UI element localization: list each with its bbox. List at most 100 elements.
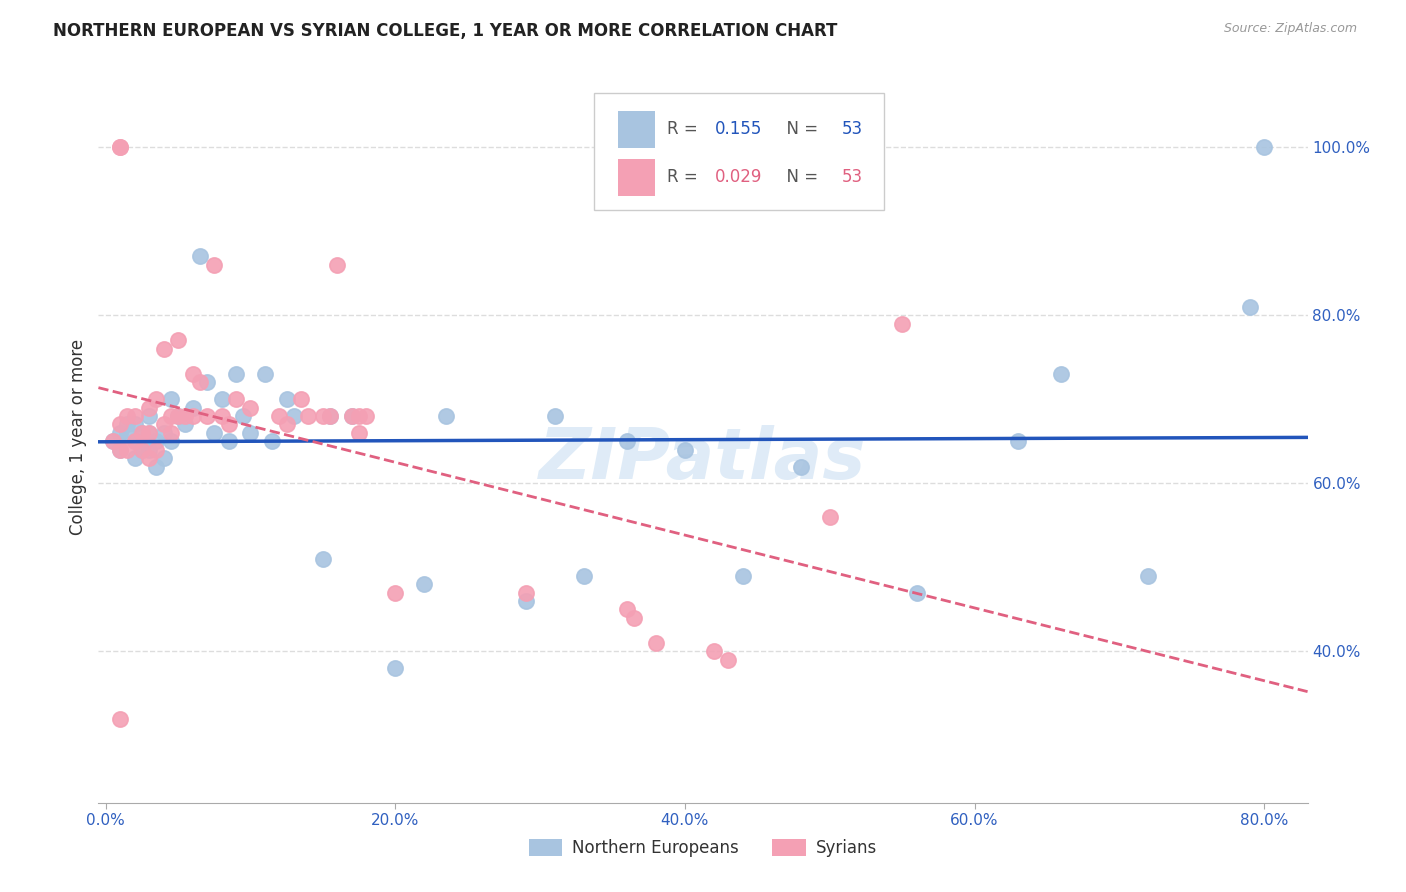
- Point: [167, 409, 190, 423]
- Y-axis label: College, 1 year or more: College, 1 year or more: [69, 339, 87, 535]
- Point: [145, 392, 167, 407]
- Point: [108, 140, 131, 154]
- Point: [145, 434, 167, 449]
- Point: [347, 409, 370, 423]
- Text: 53: 53: [842, 120, 863, 138]
- Text: NORTHERN EUROPEAN VS SYRIAN COLLEGE, 1 YEAR OR MORE CORRELATION CHART: NORTHERN EUROPEAN VS SYRIAN COLLEGE, 1 Y…: [53, 22, 838, 40]
- Point: [239, 401, 262, 415]
- Point: [413, 577, 436, 591]
- Point: [276, 392, 298, 407]
- Point: [152, 425, 174, 440]
- Point: [138, 425, 160, 440]
- Point: [101, 434, 124, 449]
- Point: [384, 585, 406, 599]
- Point: [262, 434, 284, 449]
- Point: [211, 409, 233, 423]
- Point: [117, 417, 139, 432]
- Point: [239, 425, 262, 440]
- Point: [790, 459, 813, 474]
- Point: [152, 451, 174, 466]
- Point: [319, 409, 342, 423]
- Point: [159, 434, 181, 449]
- FancyBboxPatch shape: [619, 111, 655, 147]
- Point: [218, 417, 240, 432]
- Point: [340, 409, 363, 423]
- Point: [297, 409, 319, 423]
- Point: [253, 367, 276, 381]
- Point: [138, 425, 160, 440]
- Point: [124, 434, 146, 449]
- Point: [673, 442, 696, 457]
- Point: [131, 442, 153, 457]
- Point: [138, 401, 160, 415]
- Point: [356, 409, 378, 423]
- Point: [195, 409, 218, 423]
- Point: [731, 569, 754, 583]
- Point: [891, 317, 914, 331]
- Text: ZIPatlas: ZIPatlas: [540, 425, 866, 493]
- Point: [616, 602, 638, 616]
- Point: [117, 409, 139, 423]
- Point: [159, 409, 181, 423]
- Point: [124, 417, 146, 432]
- Point: [434, 409, 457, 423]
- Point: [117, 425, 139, 440]
- Point: [269, 409, 291, 423]
- Point: [347, 425, 370, 440]
- Text: N =: N =: [776, 120, 823, 138]
- Text: 53: 53: [842, 169, 863, 186]
- Point: [1137, 569, 1160, 583]
- Text: N =: N =: [776, 169, 823, 186]
- Point: [159, 392, 181, 407]
- Point: [225, 392, 247, 407]
- Point: [202, 425, 225, 440]
- Point: [818, 510, 841, 524]
- FancyBboxPatch shape: [619, 159, 655, 195]
- Point: [131, 425, 153, 440]
- Point: [181, 401, 204, 415]
- Point: [232, 409, 254, 423]
- Point: [312, 409, 335, 423]
- Point: [131, 442, 153, 457]
- Point: [167, 334, 190, 348]
- Point: [326, 258, 349, 272]
- Point: [138, 409, 160, 423]
- Point: [645, 636, 668, 650]
- Point: [188, 249, 211, 263]
- Point: [717, 653, 740, 667]
- Point: [159, 425, 181, 440]
- Point: [905, 585, 928, 599]
- Point: [124, 409, 146, 423]
- Point: [124, 434, 146, 449]
- Point: [515, 594, 537, 608]
- Point: [572, 569, 595, 583]
- Point: [108, 712, 131, 726]
- Point: [384, 661, 406, 675]
- Text: 0.029: 0.029: [716, 169, 762, 186]
- Point: [188, 376, 211, 390]
- Point: [1007, 434, 1029, 449]
- Point: [211, 392, 233, 407]
- Point: [202, 258, 225, 272]
- Point: [138, 451, 160, 466]
- Point: [174, 417, 197, 432]
- Point: [225, 367, 247, 381]
- Point: [138, 442, 160, 457]
- Point: [145, 442, 167, 457]
- Text: Source: ZipAtlas.com: Source: ZipAtlas.com: [1223, 22, 1357, 36]
- Text: R =: R =: [666, 169, 703, 186]
- Point: [543, 409, 565, 423]
- Point: [117, 442, 139, 457]
- Point: [703, 644, 725, 658]
- Point: [340, 409, 363, 423]
- Point: [108, 442, 131, 457]
- Point: [283, 409, 305, 423]
- Point: [108, 417, 131, 432]
- Point: [616, 434, 638, 449]
- Point: [319, 409, 342, 423]
- Point: [108, 442, 131, 457]
- Point: [181, 367, 204, 381]
- Point: [276, 417, 298, 432]
- Text: 0.155: 0.155: [716, 120, 762, 138]
- Point: [1253, 140, 1275, 154]
